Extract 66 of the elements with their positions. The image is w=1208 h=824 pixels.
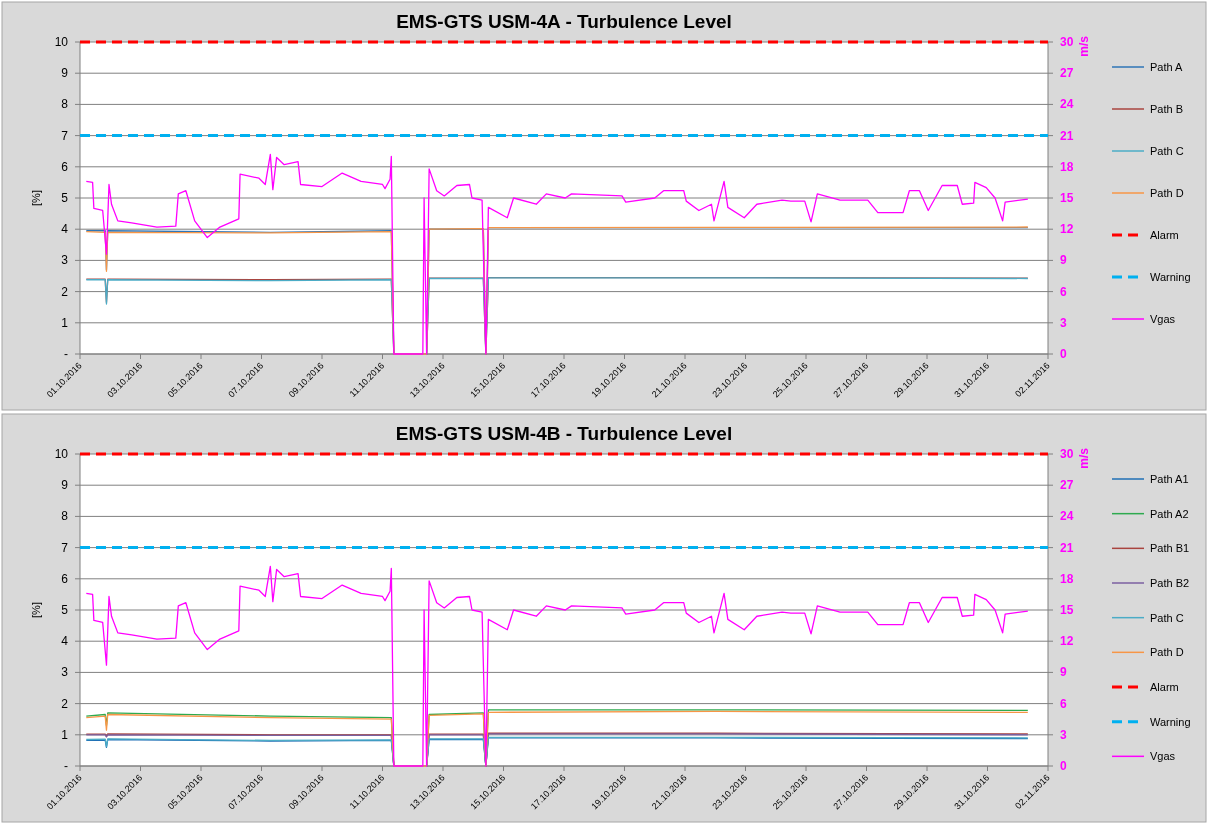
legend-label: Path B1 <box>1150 542 1190 555</box>
y2-tick-label: 12 <box>1060 222 1074 237</box>
legend-label: Path A <box>1150 61 1184 73</box>
legend-label: Alarm <box>1150 681 1179 693</box>
y-tick-label: 6 <box>61 159 69 174</box>
y-tick-label: 10 <box>54 447 69 461</box>
legend-label: Vgas <box>1150 313 1176 325</box>
y-tick-label: - <box>64 347 68 361</box>
y-tick-label: - <box>64 759 68 773</box>
y2-tick-label: 0 <box>1060 347 1067 361</box>
y2-tick-label: 21 <box>1060 540 1074 555</box>
y2-tick-label: 0 <box>1060 759 1067 773</box>
y-tick-label: 6 <box>61 571 69 586</box>
y2-tick-label: 15 <box>1060 603 1074 617</box>
y-tick-label: 7 <box>61 128 69 143</box>
y-tick-label: 3 <box>61 665 69 680</box>
y2-tick-label: 12 <box>1060 634 1074 649</box>
y-tick-label: 4 <box>61 634 69 649</box>
legend-label: Path B <box>1150 103 1184 115</box>
y-tick-label: 5 <box>61 191 69 205</box>
legend-label: Path A2 <box>1150 507 1189 520</box>
y2-axis-title: m/s <box>1077 35 1091 57</box>
y2-tick-label: 24 <box>1060 97 1074 112</box>
y-tick-label: 2 <box>61 696 69 711</box>
y-tick-label: 8 <box>61 509 69 524</box>
y2-tick-label: 27 <box>1060 478 1074 493</box>
y-tick-label: 2 <box>61 284 69 299</box>
y2-tick-label: 30 <box>1060 35 1074 49</box>
y2-tick-label: 15 <box>1060 191 1074 205</box>
legend-label: Path C <box>1150 611 1184 624</box>
y2-axis-title: m/s <box>1077 447 1091 469</box>
y-axis-title: [%] <box>30 602 42 618</box>
y-axis-title: [%] <box>30 190 42 206</box>
legend-label: Alarm <box>1150 229 1179 241</box>
y-tick-label: 10 <box>54 35 69 49</box>
y2-tick-label: 27 <box>1060 66 1074 81</box>
legend-label: Path A1 <box>1150 473 1189 485</box>
legend-label: Path D <box>1150 187 1184 199</box>
y2-tick-label: 18 <box>1060 159 1074 174</box>
legend-label: Path B2 <box>1150 577 1190 589</box>
legend-label: Vgas <box>1150 750 1176 763</box>
y2-tick-label: 6 <box>1060 696 1067 711</box>
y2-tick-label: 24 <box>1060 509 1074 524</box>
chart-title: EMS-GTS USM-4B - Turbulence Level <box>395 423 733 444</box>
legend-label: Warning <box>1150 715 1191 728</box>
legend-label: Path D <box>1150 646 1184 659</box>
y-tick-label: 3 <box>61 253 69 268</box>
y2-tick-label: 9 <box>1060 253 1067 268</box>
y2-tick-label: 6 <box>1060 284 1067 299</box>
y-tick-label: 9 <box>61 66 69 81</box>
y-tick-label: 1 <box>61 727 69 742</box>
y2-tick-label: 18 <box>1060 571 1074 586</box>
y-tick-label: 1 <box>61 315 69 330</box>
chart-title: EMS-GTS USM-4A - Turbulence Level <box>396 11 732 32</box>
y2-tick-label: 9 <box>1060 665 1067 680</box>
y-tick-label: 4 <box>61 222 69 237</box>
y-tick-label: 9 <box>61 478 69 493</box>
legend-label: Warning <box>1150 271 1191 283</box>
y-tick-label: 7 <box>61 540 69 555</box>
y2-tick-label: 21 <box>1060 128 1074 143</box>
y2-tick-label: 3 <box>1060 727 1067 742</box>
y-tick-label: 8 <box>61 97 69 112</box>
y2-tick-label: 30 <box>1060 447 1074 461</box>
legend-label: Path C <box>1150 145 1184 157</box>
y-tick-label: 5 <box>61 603 69 617</box>
y2-tick-label: 3 <box>1060 315 1067 330</box>
